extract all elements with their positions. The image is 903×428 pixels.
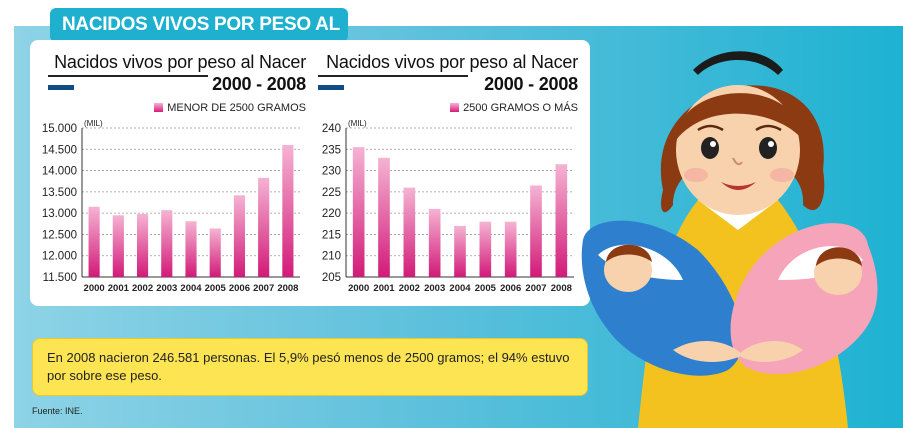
bar: [428, 208, 441, 277]
x-tick-label: 2005: [205, 283, 227, 294]
chart-1: Nacidos vivos por peso al Nacer 2000 - 2…: [30, 40, 306, 306]
y-tick-label: 235: [322, 144, 341, 156]
x-tick-label: 2006: [500, 283, 521, 294]
bar: [185, 221, 197, 277]
y-tick-label: 14.500: [42, 144, 77, 156]
x-tick-label: 2005: [475, 283, 497, 294]
x-tick-label: 2007: [525, 283, 546, 294]
bar: [555, 164, 568, 277]
x-tick-label: 2002: [132, 283, 153, 294]
bar: [378, 157, 390, 277]
chart-1-title-mark: [48, 85, 74, 90]
x-tick-label: 2001: [108, 283, 130, 294]
chart-2-subtitle: 2000 - 2008: [484, 74, 578, 94]
summary-note: En 2008 nacieron 246.581 personas. El 5,…: [32, 338, 588, 396]
chart-1-legend: MENOR DE 2500 GRAMOS: [154, 102, 306, 114]
chart-2: Nacidos vivos por peso al Nacer 2000 - 2…: [316, 40, 578, 306]
x-tick-label: 2001: [373, 283, 395, 294]
legend-swatch: [450, 103, 460, 112]
bar: [479, 221, 492, 277]
bar: [454, 225, 466, 277]
bar: [161, 210, 173, 277]
legend-swatch: [154, 103, 164, 112]
x-tick-label: 2000: [84, 283, 105, 294]
bar: [258, 177, 270, 277]
chart-2-legend: 2500 GRAMOS O MÁS: [450, 102, 578, 114]
chart-1-subtitle: 2000 - 2008: [212, 74, 306, 94]
x-tick-label: 2008: [551, 283, 572, 294]
source-text: Fuente: INE.: [32, 406, 83, 416]
y-tick-label: 215: [322, 229, 341, 241]
y-tick-label: 11.500: [43, 272, 77, 284]
x-tick-label: 2006: [229, 283, 250, 294]
bar: [530, 185, 542, 277]
chart-2-plot: 205 210 215 220 225 230 235 240 (MIL) 2000 2001 200…: [322, 119, 574, 294]
y-tick-label: 14.000: [42, 166, 77, 178]
bar: [88, 206, 100, 277]
mother-babies-illustration: [581, 51, 878, 428]
bar: [112, 215, 124, 277]
x-tick-label: 2007: [253, 283, 274, 294]
chart-2-title-mark: [318, 85, 344, 90]
header-title: NACIDOS VIVOS POR PESO AL NACER: [50, 8, 348, 69]
y-tick-label: 210: [322, 251, 341, 263]
y-tick-label: 15.000: [42, 123, 77, 135]
chart-1-title: Nacidos vivos por peso al Nacer: [54, 52, 306, 72]
chart-2-title-rule: [318, 75, 468, 77]
bar: [352, 147, 365, 277]
unit-label: (MIL): [84, 119, 103, 128]
y-tick-label: 13.500: [42, 187, 77, 199]
bar: [282, 145, 294, 277]
chart-1-title-rule: [48, 75, 208, 77]
y-tick-label: 12.500: [42, 229, 77, 241]
y-tick-label: 205: [322, 272, 341, 284]
chart-1-plot: 11.500 12.000 12.500 13.000 13.500 14.000 14.5…: [42, 119, 300, 294]
x-tick-label: 2002: [399, 283, 420, 294]
bar: [136, 213, 149, 277]
bar: [504, 221, 517, 277]
y-tick-label: 230: [322, 166, 341, 178]
unit-label: (MIL): [348, 119, 367, 128]
x-tick-label: 2008: [277, 283, 298, 294]
y-tick-label: 220: [322, 208, 341, 220]
x-tick-label: 2004: [449, 283, 471, 294]
y-tick-label: 12.000: [42, 251, 77, 263]
x-tick-label: 2004: [180, 283, 202, 294]
y-tick-label: 13.000: [42, 208, 77, 220]
y-tick-label: 240: [322, 123, 341, 135]
x-tick-label: 2003: [156, 283, 177, 294]
chart-2-legend-label: 2500 GRAMOS O MÁS: [463, 102, 578, 114]
x-tick-label: 2000: [348, 283, 369, 294]
y-tick-label: 225: [322, 187, 341, 199]
charts-card: Nacidos vivos por peso al Nacer 2000 - 2…: [30, 40, 590, 306]
bar: [403, 187, 416, 277]
chart-1-legend-label: MENOR DE 2500 GRAMOS: [167, 102, 306, 114]
bar: [233, 195, 246, 277]
x-tick-label: 2003: [424, 283, 445, 294]
chart-2-title: Nacidos vivos por peso al Nacer: [326, 52, 578, 72]
bar: [209, 228, 221, 277]
